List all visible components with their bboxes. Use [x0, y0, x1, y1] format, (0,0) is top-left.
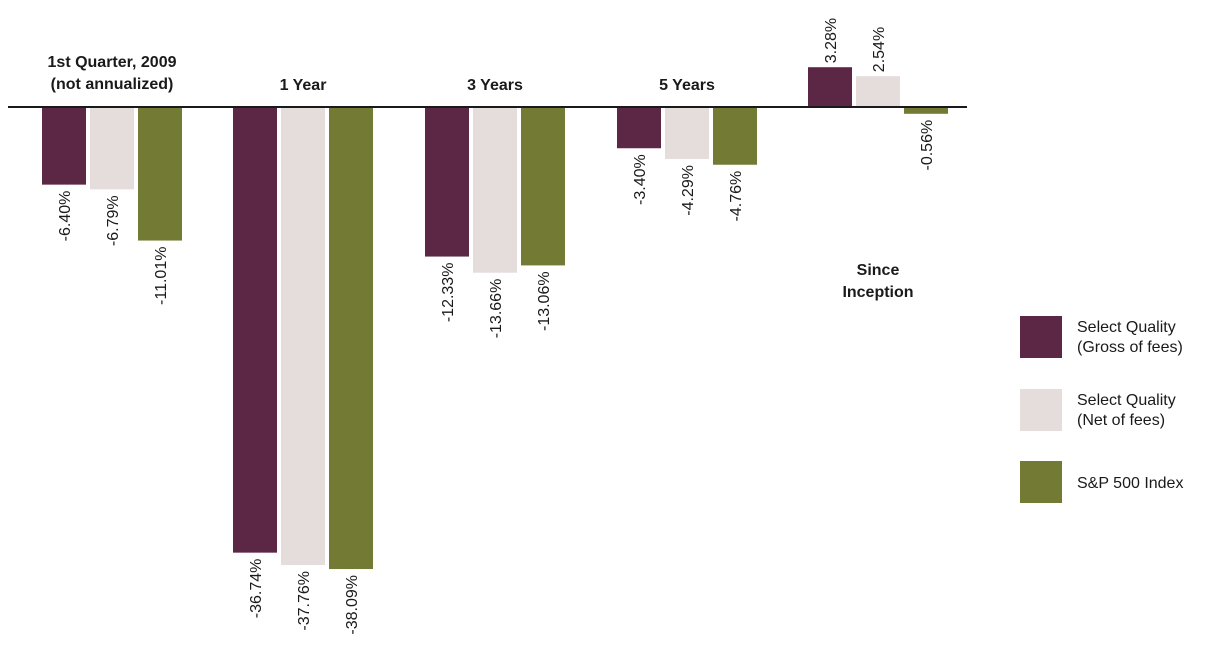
bar: [808, 67, 852, 107]
value-label: -6.79%: [105, 195, 122, 246]
legend-label: (Gross of fees): [1077, 339, 1183, 356]
value-label: -11.01%: [153, 247, 170, 305]
value-label: -4.29%: [680, 165, 697, 216]
legend-label: Select Quality: [1077, 392, 1176, 409]
bar: [473, 107, 517, 273]
value-label: -6.40%: [57, 191, 74, 242]
bar: [233, 107, 277, 553]
value-label: -38.09%: [344, 575, 361, 635]
bar: [281, 107, 325, 566]
category-label: 3 Years: [467, 77, 523, 94]
value-label: -13.06%: [536, 271, 553, 331]
legend-label: (Net of fees): [1077, 412, 1165, 429]
bar: [90, 107, 134, 190]
value-label: -0.56%: [919, 120, 936, 171]
bar: [665, 107, 709, 160]
value-label: -3.40%: [632, 154, 649, 205]
bar: [138, 107, 182, 241]
category-label: (not annualized): [51, 76, 174, 93]
bar: [42, 107, 86, 185]
category-label: 1st Quarter, 2009: [48, 54, 177, 71]
legend-swatch: [1020, 316, 1062, 358]
bars-layer: [42, 67, 948, 570]
legend-swatch: [1020, 389, 1062, 431]
bar: [904, 107, 948, 114]
value-label: -4.76%: [728, 171, 745, 222]
category-label: 5 Years: [659, 77, 715, 94]
value-label: 2.54%: [871, 27, 888, 72]
bar: [617, 107, 661, 149]
value-label: -12.33%: [440, 263, 457, 323]
legend-label: Select Quality: [1077, 319, 1176, 336]
value-label: -13.66%: [488, 279, 505, 339]
bar: [713, 107, 757, 165]
category-labels-layer: 1st Quarter, 2009 (not annualized) 1 Year 3…: [48, 54, 914, 301]
bar: [521, 107, 565, 266]
legend-swatch: [1020, 461, 1062, 503]
bar: [425, 107, 469, 257]
value-label: -36.74%: [248, 559, 265, 619]
value-label: -37.76%: [296, 571, 313, 631]
bar: [856, 76, 900, 107]
legend: Select Quality (Gross of fees) Select Qual…: [1020, 316, 1183, 503]
value-label: 3.28%: [823, 18, 840, 63]
category-label: 1 Year: [280, 77, 327, 94]
category-label: Inception: [842, 284, 913, 301]
legend-label: S&P 500 Index: [1077, 475, 1183, 492]
category-label: Since: [857, 262, 900, 279]
bar: [329, 107, 373, 570]
value-labels-layer: -6.40% -6.79% -11.01% -36.74% -37.76% -38.09%…: [57, 18, 936, 635]
